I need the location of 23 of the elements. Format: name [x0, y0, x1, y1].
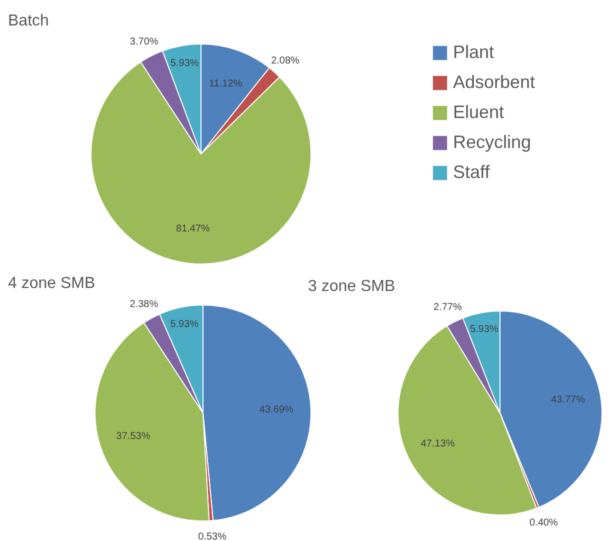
data-label: 47.13% — [420, 438, 455, 450]
data-label: 0.53% — [198, 532, 227, 541]
data-label: 0.40% — [529, 518, 558, 529]
data-label: 11.12% — [208, 78, 242, 90]
data-label: 5.93% — [170, 319, 199, 330]
data-label: 3.70% — [130, 36, 158, 48]
legend-label: Plant — [453, 42, 494, 62]
data-label: 37.53% — [116, 430, 150, 442]
legend-label: Recycling — [453, 132, 532, 152]
legend-label: Adsorbent — [453, 72, 536, 92]
data-label: 2.77% — [433, 302, 462, 314]
legend-label: Staff — [453, 162, 491, 182]
chart-title: 4 zone SMB — [8, 274, 96, 292]
data-label: 2.08% — [271, 55, 300, 66]
data-label: 43.69% — [259, 404, 294, 416]
chart-title: Batch — [8, 12, 49, 30]
data-label: 81.47% — [176, 223, 210, 234]
data-label: 5.93% — [170, 58, 199, 70]
data-label: 2.38% — [130, 298, 158, 310]
legend-label: Eluent — [453, 102, 504, 122]
data-label: 5.93% — [470, 324, 498, 335]
chart-title: 3 zone SMB — [308, 278, 396, 296]
data-label: 43.77% — [551, 394, 586, 406]
